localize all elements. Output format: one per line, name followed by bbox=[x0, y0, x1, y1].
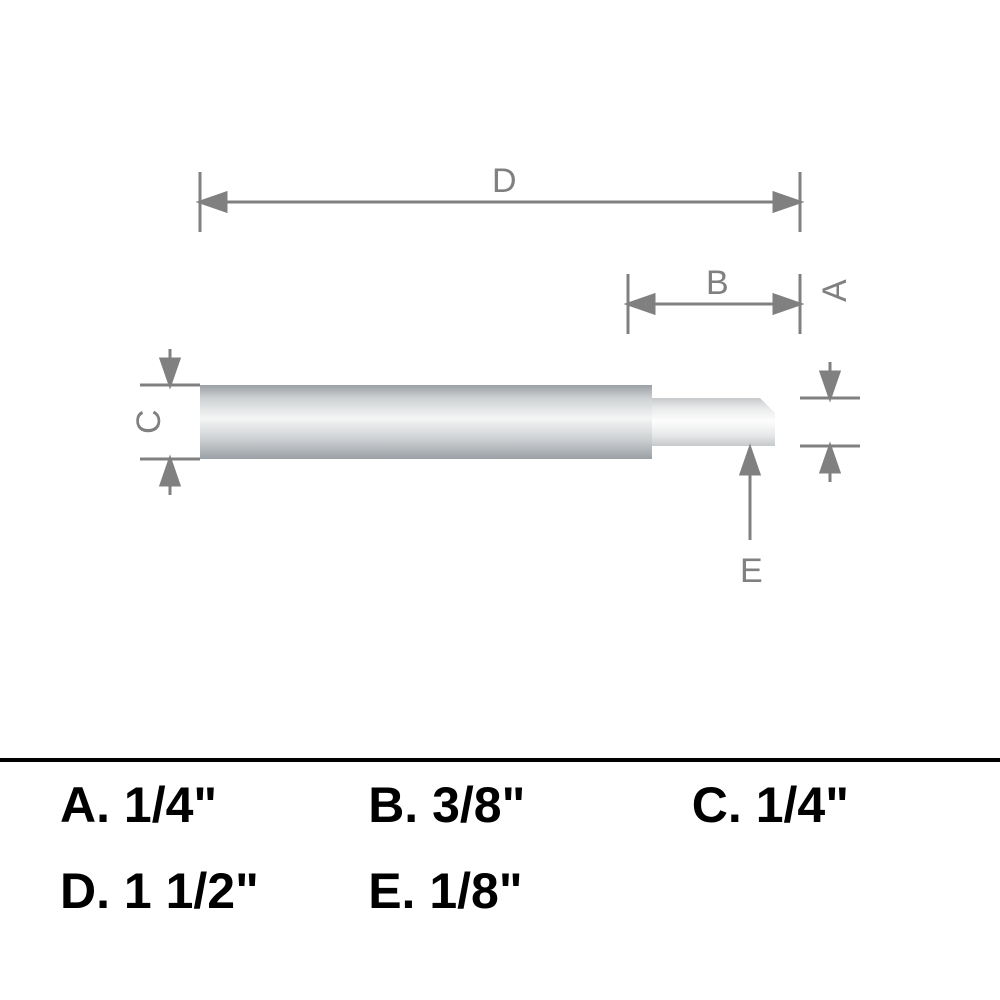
dim-c: C bbox=[130, 349, 200, 495]
dim-e-label: E bbox=[740, 552, 763, 590]
spec-d: D. 1 1/2" bbox=[60, 862, 368, 920]
spec-b: B. 3/8" bbox=[368, 776, 692, 834]
dim-d-label: D bbox=[492, 162, 517, 200]
spec-a: A. 1/4" bbox=[60, 776, 368, 834]
spec-c: C. 1/4" bbox=[692, 776, 1000, 834]
dim-b-label: B bbox=[706, 264, 729, 302]
dim-c-label: C bbox=[130, 409, 168, 434]
dim-a: A bbox=[800, 279, 860, 482]
diagram-svg: D B C A bbox=[0, 0, 1000, 740]
dim-b: B bbox=[628, 264, 800, 334]
dim-e: E bbox=[740, 448, 763, 590]
spec-table: A. 1/4" B. 3/8" C. 1/4" D. 1 1/2" E. 1/8… bbox=[0, 758, 1000, 920]
figure-canvas: D B C A bbox=[0, 0, 1000, 1000]
dim-d: D bbox=[200, 162, 800, 232]
tip-body bbox=[652, 398, 775, 446]
dim-a-label: A bbox=[816, 279, 854, 302]
spec-e: E. 1/8" bbox=[368, 862, 692, 920]
spec-blank bbox=[692, 862, 1000, 920]
shaft-body bbox=[200, 385, 652, 459]
